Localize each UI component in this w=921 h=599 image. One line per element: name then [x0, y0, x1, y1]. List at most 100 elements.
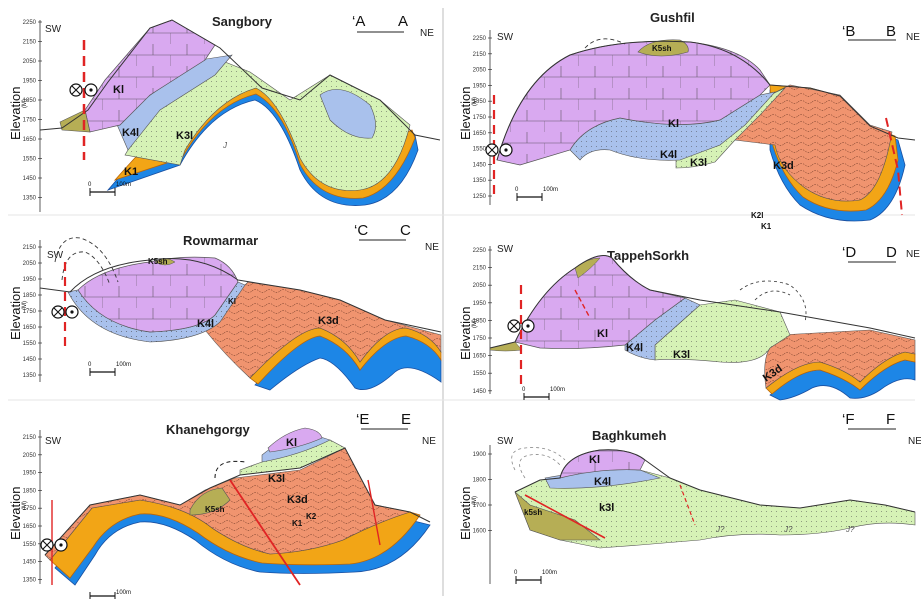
svg-text:100m: 100m [542, 570, 557, 576]
panel-e-k3l-pattern [240, 440, 345, 475]
tick-label: 1900 [473, 452, 487, 458]
panel-e-minor-fault [367, 479, 381, 546]
panel-f-section-end: F [886, 411, 895, 428]
panel-e-ne-label: NE [422, 436, 436, 447]
tick-label: 2150 [473, 266, 487, 272]
panel-e-label-k5sh: K5sh [205, 505, 225, 514]
panel-b-strike-slip-symbol [485, 143, 513, 157]
tick-label: 1550 [23, 157, 37, 163]
panel-b-eroded-fold [584, 38, 626, 49]
tick-label: 1350 [23, 373, 37, 379]
panel-d-sw-label: SW [497, 244, 514, 255]
panel-f-baghkumeh: Baghkumeh SW NE ‘F F Elevation (M) 19001… [458, 411, 921, 584]
tick-label: 1350 [473, 178, 487, 184]
panel-b-label-kl: Kl [668, 118, 679, 130]
panel-b-label-k5sh: K5sh [652, 44, 672, 53]
panel-a-k4l-syncline [319, 89, 376, 139]
tick-label: 1850 [23, 488, 37, 494]
panel-a-k5sh-layer [59, 109, 91, 133]
tick-label: 2050 [473, 68, 487, 74]
panel-b-gushfil: Gushfil SW NE ‘B B Elevation (M) 2250 215… [458, 10, 920, 231]
panel-a-ticks: 2250 2150 2050 1950 1850 1750 1650 1550 1450 1350 [23, 20, 42, 202]
panel-a-sw-label: SW [45, 24, 62, 35]
panel-a-elevation-label: Elevation [8, 87, 23, 140]
tick-label: 1450 [23, 176, 37, 182]
panel-b-kl-pattern [497, 41, 770, 165]
panel-c-topography [39, 258, 442, 333]
tick-label: 2050 [23, 453, 37, 459]
svg-text:0: 0 [514, 570, 518, 576]
panel-d-scale-bar: 0 100m [522, 387, 565, 400]
panel-f-ne-label: NE [908, 436, 921, 447]
svg-text:0: 0 [88, 362, 92, 368]
panel-b-ne-label: NE [906, 32, 920, 43]
tick-label: 1550 [473, 147, 487, 153]
panel-d-k4l-pattern [625, 298, 700, 360]
panel-b-unit-label: (M) [472, 97, 478, 106]
tick-label: 2050 [23, 261, 37, 267]
panel-e-ticks: 2150 2050 1950 1850 1750 1650 1550 1450 1350 [23, 435, 42, 583]
panel-e-k5sh-layer [189, 487, 231, 516]
panel-c-ne-label: NE [425, 242, 439, 253]
panel-f-section-start: ‘F [842, 411, 855, 428]
panel-b-label-k3d: K3d [773, 160, 794, 172]
panel-d-title: TappehSorkh [607, 248, 689, 263]
tick-label: 1350 [23, 196, 37, 202]
panel-a-topography [39, 19, 441, 141]
panel-f-title: Baghkumeh [592, 428, 666, 443]
panel-a-title: Sangbory [212, 14, 273, 29]
panel-b-label-k4l: K4l [660, 149, 677, 161]
panel-e-label-k3l: K3l [268, 473, 285, 485]
svg-text:0: 0 [88, 182, 92, 188]
tick-label: 1450 [23, 357, 37, 363]
panel-e-title: Khanehgorgy [166, 422, 251, 437]
panel-c-k3d-pattern [205, 282, 441, 378]
svg-text:100m: 100m [550, 387, 565, 393]
panel-b-title: Gushfil [650, 10, 695, 25]
panel-c-rowmarmar: Rowmarmar SW NE ‘C C Elevation (M) 21502… [8, 222, 442, 391]
panel-a-ne-label: NE [420, 28, 434, 39]
svg-text:100m: 100m [543, 187, 558, 193]
panel-d-strike-slip-symbol [507, 319, 535, 333]
panel-f-k5sh-layer [514, 491, 601, 541]
tick-label: 1450 [473, 389, 487, 395]
panel-b-section-end: B [886, 23, 896, 40]
tick-label: 2150 [473, 52, 487, 58]
svg-text:0: 0 [515, 187, 519, 193]
panel-d-minor-fault [574, 289, 591, 319]
panel-c-title: Rowmarmar [183, 233, 258, 248]
panel-c-section-end: C [400, 222, 411, 239]
panel-b-label-k2l: K2l [751, 211, 763, 220]
tick-label: 1750 [473, 336, 487, 342]
panel-e-kl-layer [267, 427, 323, 453]
panel-d-k3d-pattern [764, 330, 915, 388]
panel-d-elevation-label: Elevation [458, 307, 473, 360]
tick-label: 1850 [473, 318, 487, 324]
panel-e-scale-bar: 100m [89, 590, 131, 599]
panel-e-eroded-fold [214, 460, 246, 479]
tick-label: 1650 [473, 131, 487, 137]
panel-b-fault-east [885, 117, 903, 216]
tick-label: 2050 [473, 283, 487, 289]
panel-a-strike-slip-symbol [69, 83, 98, 97]
tick-label: 2250 [473, 248, 487, 254]
tick-label: 1550 [473, 371, 487, 377]
tick-label: 1550 [23, 341, 37, 347]
panel-c-label-k5sh: K5sh [148, 257, 168, 266]
panel-c-section-start: ‘C [354, 222, 368, 239]
tick-label: 1650 [23, 524, 37, 530]
tick-label: 2050 [23, 59, 37, 65]
panel-b-k3d-pattern [735, 85, 892, 202]
panel-f-eroded-fold [511, 447, 566, 479]
tick-label: 1950 [23, 471, 37, 477]
panel-d-ne-label: NE [906, 249, 920, 260]
tick-label: 1850 [23, 293, 37, 299]
panel-e-label-k1: K1 [292, 519, 303, 528]
panel-a-label-j: J [222, 141, 228, 150]
panel-e-label-k2: K2 [306, 512, 317, 521]
panel-f-scale-bar: 0 100m [514, 570, 557, 584]
panel-f-fault [524, 494, 606, 539]
panel-b-section-start: ‘B [842, 23, 855, 40]
panel-b-scale-bar: 0 100m [515, 187, 558, 201]
panel-b-elevation-label: Elevation [458, 87, 473, 140]
